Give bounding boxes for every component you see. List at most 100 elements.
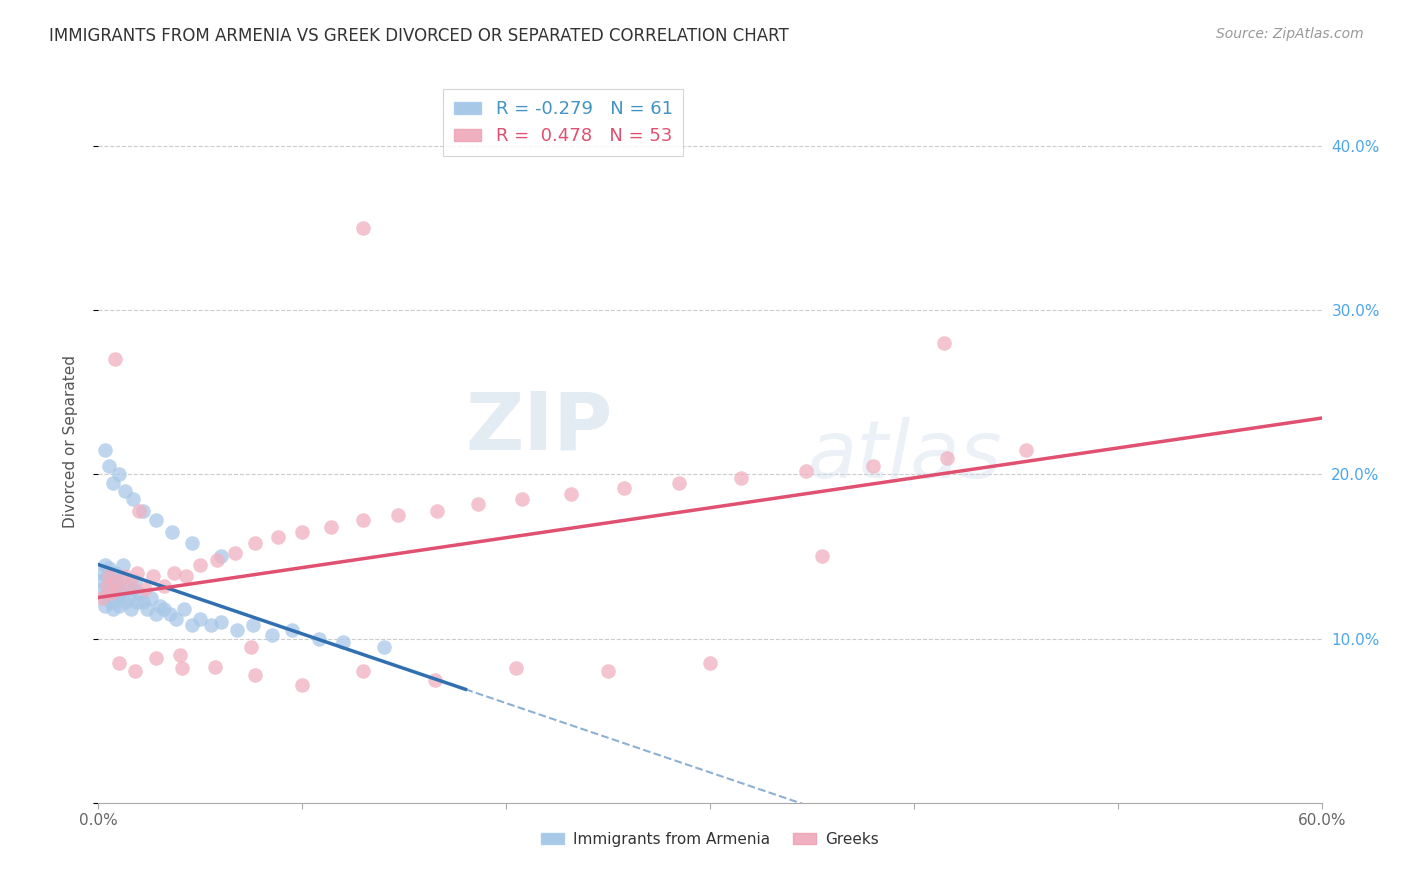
Point (118, 591, 141, 605)
Point (100, 585, 122, 599)
Point (387, 508, 409, 523)
Point (132, 503, 155, 517)
Point (174, 569, 197, 583)
Point (108, 467, 131, 482)
Point (108, 599, 131, 613)
Point (352, 665, 374, 679)
Point (104, 566, 127, 580)
Point (181, 618, 204, 632)
Point (96, 579, 118, 593)
Point (242, 618, 264, 632)
Point (145, 651, 167, 665)
Point (91, 566, 114, 580)
Point (108, 657, 131, 671)
Point (173, 602, 195, 616)
Point (128, 503, 150, 517)
Point (200, 618, 222, 632)
Point (794, 464, 817, 478)
Point (114, 483, 136, 498)
Point (170, 661, 193, 675)
Point (291, 524, 314, 539)
Point (101, 475, 124, 490)
Point (181, 536, 204, 550)
Point (152, 579, 174, 593)
Point (352, 513, 374, 527)
Point (93, 599, 115, 613)
Point (730, 470, 752, 484)
Point (291, 677, 314, 691)
Point (104, 585, 127, 599)
Point (89, 574, 111, 588)
Point (152, 602, 174, 616)
Point (104, 352, 127, 367)
Point (245, 667, 267, 681)
Point (188, 558, 212, 572)
Point (163, 566, 186, 580)
Point (91, 591, 114, 605)
Point (260, 628, 283, 642)
Y-axis label: Divorced or Separated: Divorced or Separated (63, 355, 77, 528)
Point (467, 497, 489, 511)
Point (93, 442, 115, 457)
Point (122, 491, 145, 506)
Point (935, 450, 957, 465)
Point (1015, 442, 1038, 457)
Point (111, 558, 134, 572)
Point (267, 530, 290, 544)
Point (110, 571, 132, 585)
Point (141, 591, 163, 605)
Point (332, 635, 354, 649)
Point (512, 491, 534, 506)
Point (93, 558, 115, 572)
Point (115, 582, 138, 597)
Point (505, 661, 527, 675)
Point (104, 574, 127, 588)
Text: Source: ZipAtlas.com: Source: ZipAtlas.com (1216, 27, 1364, 41)
Point (105, 577, 128, 591)
Point (209, 615, 232, 630)
Legend: Immigrants from Armenia, Greeks: Immigrants from Armenia, Greeks (534, 826, 886, 853)
Point (91, 582, 114, 597)
Point (122, 582, 145, 597)
Point (96, 582, 118, 597)
Point (373, 640, 395, 654)
Point (145, 607, 167, 621)
Point (319, 520, 342, 534)
Point (97, 561, 120, 575)
Point (114, 595, 136, 609)
Point (205, 553, 228, 567)
Point (308, 632, 330, 646)
Point (145, 513, 167, 527)
Point (97, 459, 120, 474)
Point (240, 640, 263, 654)
Point (101, 602, 124, 616)
Point (165, 612, 187, 626)
Point (97, 569, 120, 583)
Point (224, 546, 246, 560)
Point (100, 595, 122, 609)
Text: ZIP: ZIP (465, 388, 612, 467)
Point (127, 595, 149, 609)
Point (101, 574, 124, 588)
Point (124, 665, 146, 679)
Point (120, 577, 142, 591)
Point (426, 503, 449, 517)
Point (699, 657, 721, 671)
Point (188, 612, 212, 626)
Point (560, 487, 582, 501)
Point (120, 602, 142, 616)
Point (281, 624, 304, 638)
Point (811, 549, 834, 564)
Point (127, 566, 149, 580)
Point (598, 665, 620, 679)
Point (245, 536, 267, 550)
Point (108, 582, 131, 597)
Text: atlas: atlas (808, 417, 1002, 495)
Point (352, 221, 374, 235)
Point (108, 585, 131, 599)
Point (124, 574, 146, 588)
Point (134, 582, 156, 597)
Point (226, 624, 249, 638)
Point (934, 336, 956, 351)
Point (96, 569, 118, 583)
